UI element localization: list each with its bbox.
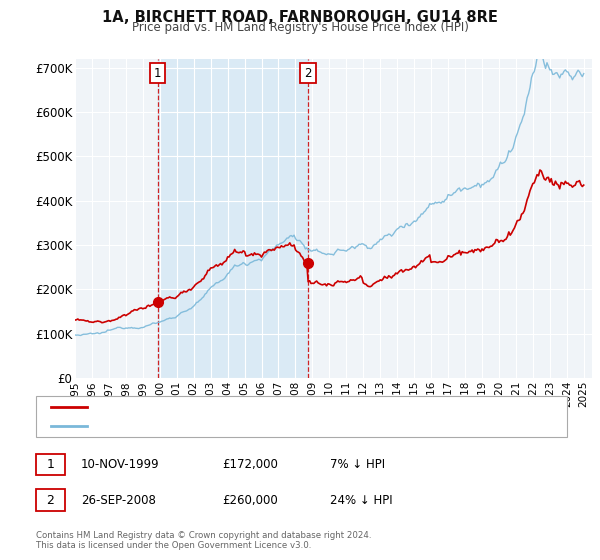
- Text: 1A, BIRCHETT ROAD, FARNBOROUGH, GU14 8RE (detached house): 1A, BIRCHETT ROAD, FARNBOROUGH, GU14 8RE…: [94, 402, 458, 412]
- Text: Price paid vs. HM Land Registry's House Price Index (HPI): Price paid vs. HM Land Registry's House …: [131, 21, 469, 34]
- Text: 7% ↓ HPI: 7% ↓ HPI: [330, 458, 385, 472]
- Text: 1A, BIRCHETT ROAD, FARNBOROUGH, GU14 8RE: 1A, BIRCHETT ROAD, FARNBOROUGH, GU14 8RE: [102, 10, 498, 25]
- Text: £260,000: £260,000: [222, 493, 278, 507]
- Text: HPI: Average price, detached house, Rushmoor: HPI: Average price, detached house, Rush…: [94, 421, 352, 431]
- Text: 26-SEP-2008: 26-SEP-2008: [81, 493, 156, 507]
- Text: 2: 2: [46, 493, 55, 507]
- Bar: [158, 59, 308, 378]
- Text: 2: 2: [304, 67, 312, 80]
- Text: 24% ↓ HPI: 24% ↓ HPI: [330, 493, 392, 507]
- Text: Contains HM Land Registry data © Crown copyright and database right 2024.
This d: Contains HM Land Registry data © Crown c…: [36, 530, 371, 550]
- Text: 10-NOV-1999: 10-NOV-1999: [81, 458, 160, 472]
- Text: 1: 1: [46, 458, 55, 472]
- Text: £172,000: £172,000: [222, 458, 278, 472]
- Text: 1: 1: [154, 67, 161, 80]
